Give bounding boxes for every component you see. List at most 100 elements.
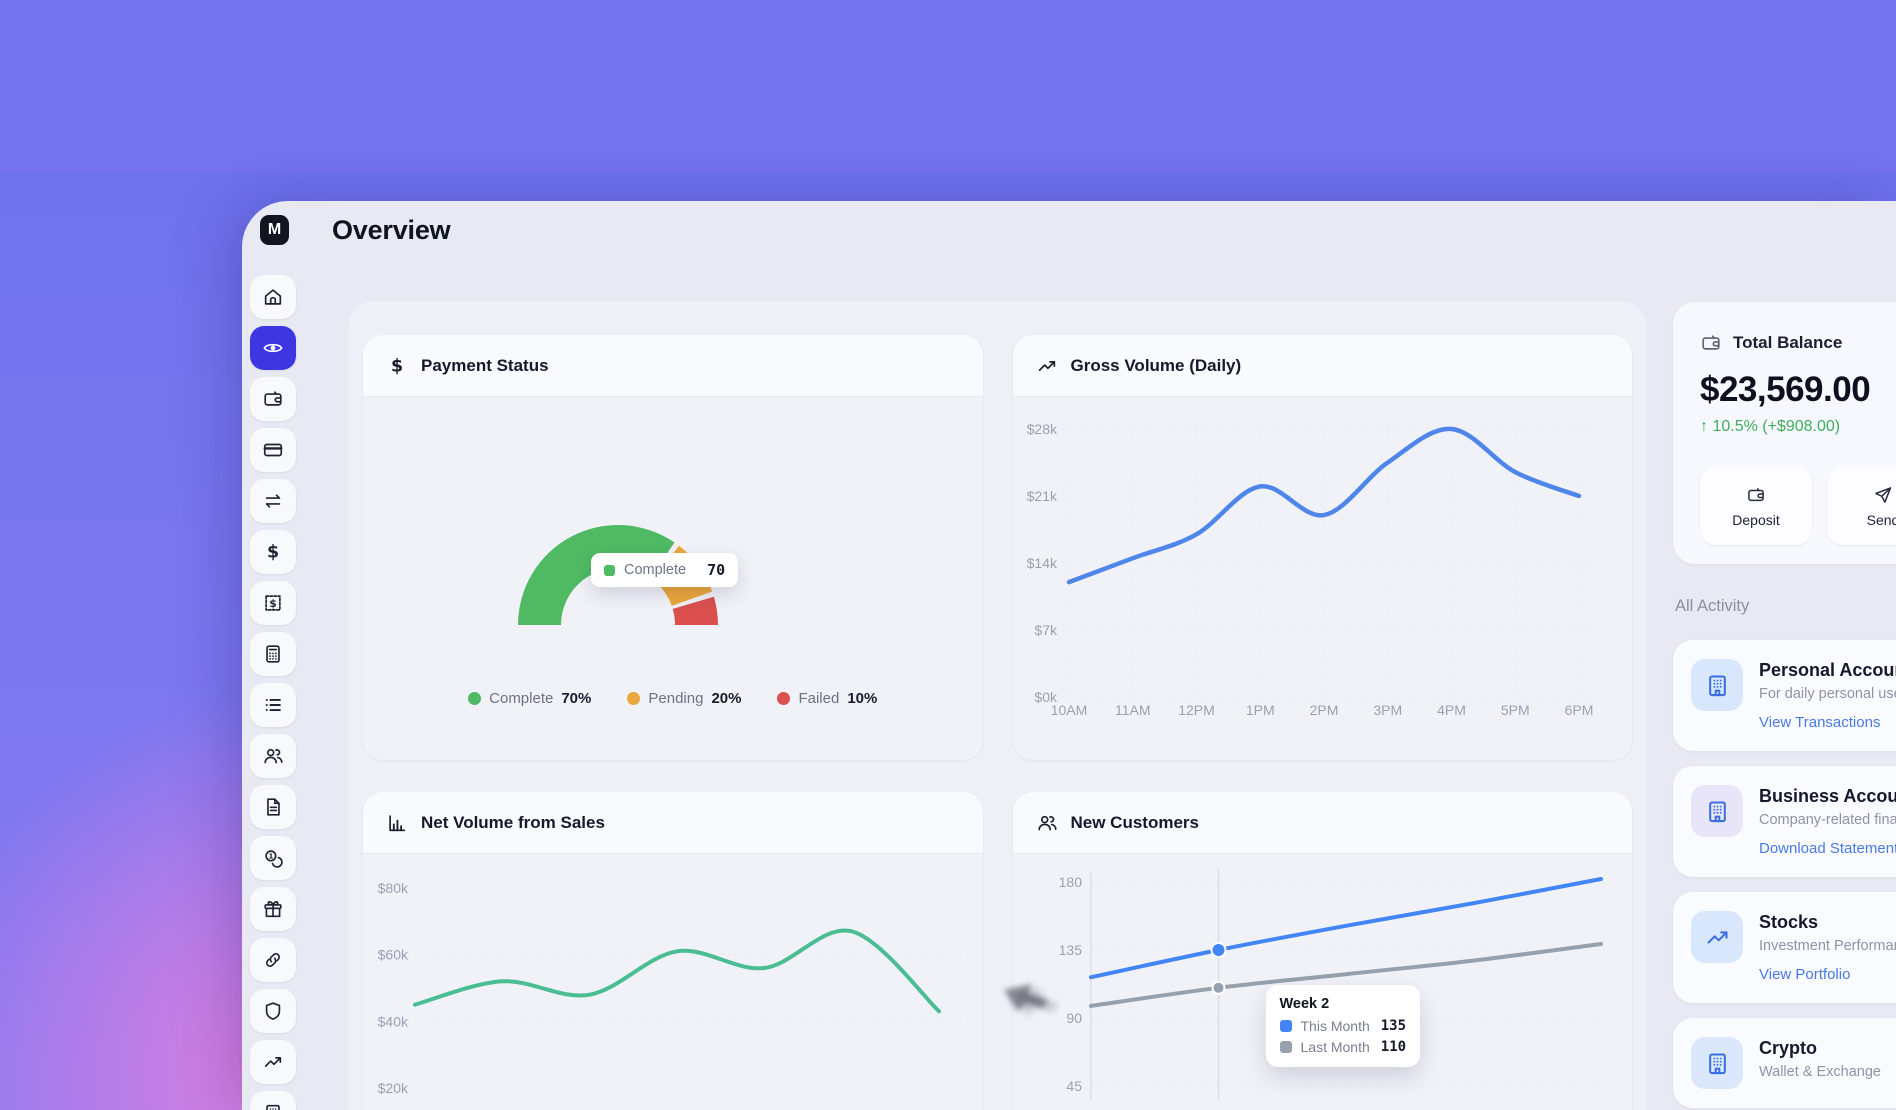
svg-text:$60k: $60k	[378, 947, 409, 963]
svg-text:$7k: $7k	[1034, 622, 1058, 638]
legend-value: 10%	[847, 690, 878, 707]
total-balance-change: ↑ 10.5% (+$908.00)	[1700, 418, 1841, 435]
tooltip-value: 70	[707, 561, 726, 579]
card-gross-volume: Gross Volume (Daily) 10AM 11AM 12PM 1PM 2PM 3…	[1012, 335, 1633, 760]
svg-text:1: 1	[268, 852, 273, 861]
activity-title: Stocks	[1759, 912, 1819, 932]
activity-link[interactable]: View Portfolio	[1759, 966, 1851, 983]
tooltip-label: Complete	[624, 562, 687, 578]
card-new-customers-header: New Customers	[1012, 792, 1632, 854]
new-customers-body: 180 135 90 45 Week 2 This Month 135 Last Mont…	[1013, 854, 1633, 1110]
svg-text:4PM: 4PM	[1437, 702, 1466, 718]
sidebar-item-building[interactable]	[250, 1091, 296, 1110]
activity-link[interactable]: View Transactions	[1759, 714, 1881, 731]
sidebar-item-calculator[interactable]	[250, 632, 296, 676]
activity-list: Personal Account For daily personal use Vi…	[1673, 640, 1896, 1108]
sidebar-item-transfer[interactable]	[250, 479, 296, 523]
dollar-icon: $	[386, 355, 408, 377]
transfer-icon	[262, 490, 284, 512]
eye-icon	[262, 337, 284, 359]
building-icon	[1691, 785, 1743, 837]
activity-subtitle: Company-related finances	[1759, 812, 1896, 828]
send-button[interactable]: Send	[1827, 467, 1896, 545]
document-icon	[262, 796, 284, 818]
sidebar-item-users[interactable]	[250, 734, 296, 778]
card-net-volume: Net Volume from Sales $80k $60k $40k $20k	[363, 792, 983, 1110]
sidebar-item-list[interactable]	[250, 683, 296, 727]
activity-subtitle: Investment Performance	[1759, 938, 1896, 954]
main-panel: $ Payment Status Complete 70 Complete 70%…	[348, 301, 1647, 1110]
legend-swatch	[604, 564, 615, 576]
building-icon	[1691, 659, 1743, 711]
calculator-icon	[262, 643, 284, 665]
building-icon	[1691, 1037, 1743, 1089]
card-net-volume-header: Net Volume from Sales	[363, 792, 983, 854]
gift-icon	[262, 898, 284, 920]
activity-title: Crypto	[1759, 1038, 1817, 1058]
legend-item-pending: Pending 20%	[627, 690, 741, 707]
app-window: M Overview $ $1 $ Payment Status Complete…	[242, 201, 1896, 1110]
list-icon	[262, 694, 284, 716]
gross-volume-body: 10AM 11AM 12PM 1PM 2PM 3PM 4PM 5PM 6PM $0k $7k $14k…	[1013, 397, 1633, 760]
net-volume-line-chart: $80k $60k $40k $20k	[378, 880, 963, 1096]
sidebar-item-shield[interactable]	[250, 989, 296, 1033]
trending-up-icon	[1691, 911, 1743, 963]
activity-link[interactable]: Download Statements	[1759, 840, 1896, 857]
sidebar-item-home[interactable]	[250, 275, 296, 319]
svg-text:$0k: $0k	[1034, 689, 1058, 705]
payment-gauge-body: Complete 70 Complete 70% Pending 20% Failed 1…	[363, 397, 983, 760]
legend-dot	[468, 692, 482, 705]
sidebar-item-trending-up[interactable]	[250, 1040, 296, 1084]
svg-text:$20k: $20k	[378, 1080, 409, 1096]
sidebar-item-dollar[interactable]: $	[250, 530, 296, 574]
legend-swatch	[1279, 1041, 1292, 1053]
chart-tooltip: Week 2 This Month 135 Last Month 110	[1265, 985, 1421, 1067]
svg-text:12PM: 12PM	[1178, 702, 1215, 718]
card-title: Net Volume from Sales	[421, 812, 605, 832]
sidebar-item-receipt-dollar[interactable]: $	[250, 581, 296, 625]
svg-text:$40k: $40k	[378, 1013, 409, 1029]
tooltip-title: Week 2	[1279, 996, 1330, 1012]
sidebar-item-gift[interactable]	[250, 887, 296, 931]
sidebar: $ $1	[250, 275, 296, 1110]
sidebar-item-credit-card[interactable]	[250, 428, 296, 472]
total-balance-amount: $23,569.00	[1700, 370, 1871, 409]
svg-text:11AM: 11AM	[1114, 702, 1150, 718]
sidebar-item-document[interactable]	[250, 785, 296, 829]
activity-card-crypto: Crypto Wallet & Exchange	[1673, 1018, 1896, 1108]
page-title: Overview	[332, 215, 451, 245]
deposit-button[interactable]: Deposit	[1700, 467, 1812, 545]
card-payment-status: $ Payment Status Complete 70 Complete 70%…	[363, 335, 983, 760]
activity-subtitle: Wallet & Exchange	[1759, 1064, 1881, 1080]
legend-item-complete: Complete 70%	[468, 690, 591, 707]
bar-chart-icon	[386, 812, 408, 834]
svg-text:6PM: 6PM	[1564, 702, 1593, 718]
activity-title: Personal Account	[1759, 660, 1896, 680]
sidebar-item-link[interactable]	[250, 938, 296, 982]
activity-card-personal-account: Personal Account For daily personal use Vi…	[1673, 640, 1896, 751]
total-balance-card: Total Balance $23,569.00 ↑ 10.5% (+$908.…	[1673, 302, 1896, 564]
trending-up-icon	[1036, 355, 1058, 377]
card-gross-volume-header: Gross Volume (Daily)	[1012, 335, 1632, 397]
all-activity-heading: All Activity	[1675, 597, 1750, 615]
legend-dot	[777, 692, 791, 705]
svg-text:135: 135	[1058, 942, 1082, 958]
total-balance-label-row: Total Balance	[1700, 332, 1896, 354]
gross-volume-line-chart: 10AM 11AM 12PM 1PM 2PM 3PM 4PM 5PM 6PM $0k $7k $14k…	[1026, 421, 1613, 718]
gauge-legend: Complete 70% Pending 20% Failed 10%	[363, 690, 983, 707]
link-icon	[262, 949, 284, 971]
activity-card-stocks: Stocks Investment Performance View Portfol…	[1673, 892, 1896, 1003]
sidebar-item-eye[interactable]	[250, 326, 296, 370]
sidebar-item-coins[interactable]: 1	[250, 836, 296, 880]
legend-value: 20%	[711, 690, 742, 707]
app-logo[interactable]: M	[260, 215, 289, 245]
svg-text:$14k: $14k	[1026, 555, 1057, 571]
tooltip-series-value: 110	[1380, 1039, 1407, 1055]
receipt-dollar-icon: $	[262, 592, 284, 614]
action-label: Deposit	[1732, 511, 1780, 528]
new-customers-line-chart: 180 135 90 45	[1058, 870, 1613, 1100]
card-title: Gross Volume (Daily)	[1070, 355, 1242, 375]
sidebar-item-wallet[interactable]	[250, 377, 296, 421]
svg-text:90: 90	[1066, 1010, 1082, 1026]
legend-dot	[627, 692, 641, 705]
